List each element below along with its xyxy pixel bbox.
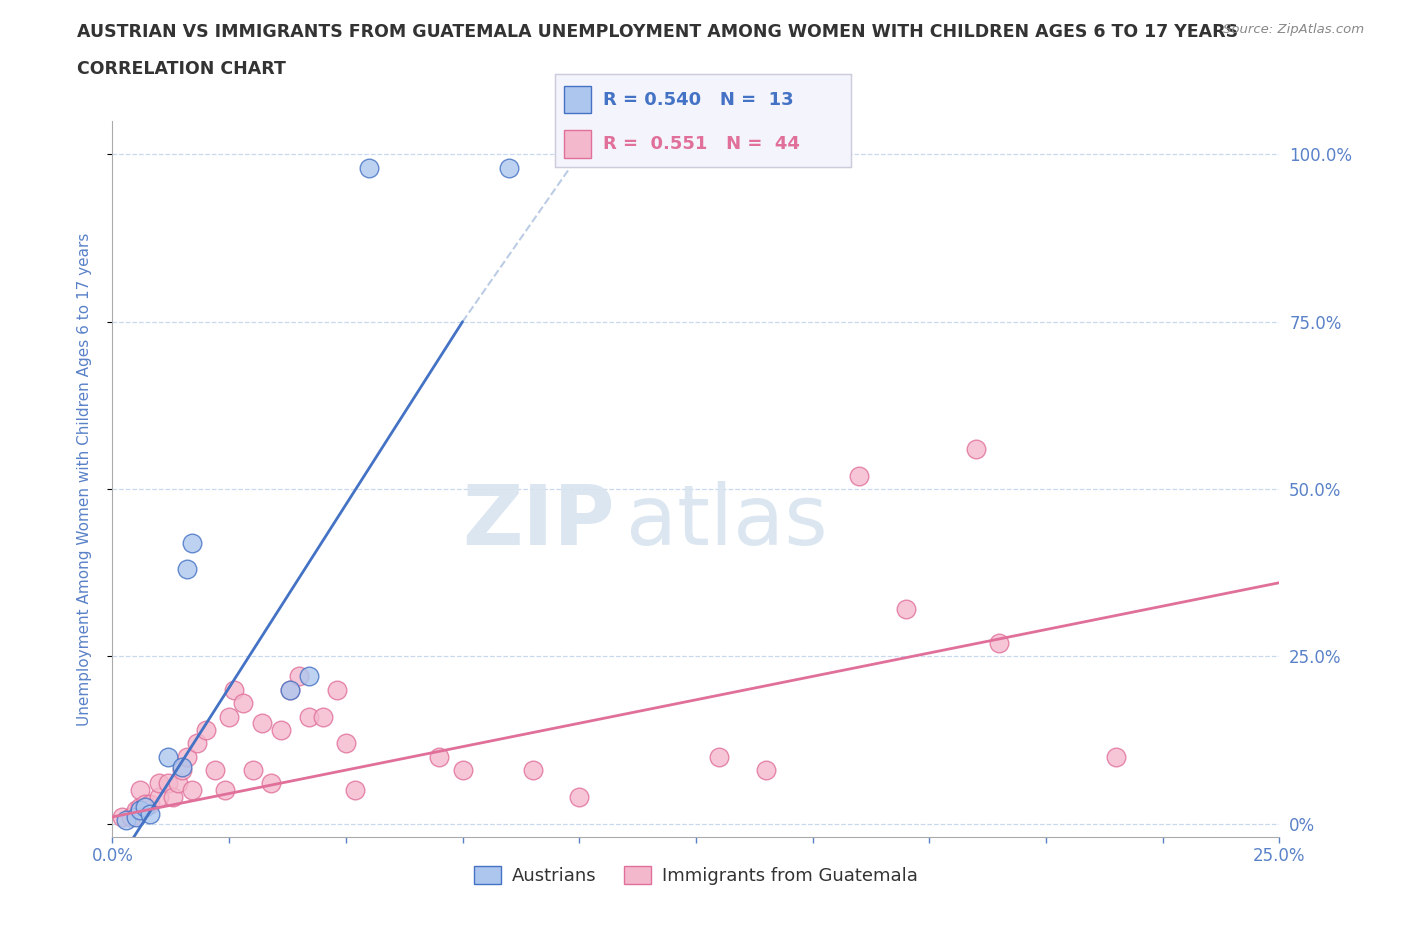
Point xyxy=(451,763,474,777)
Point xyxy=(335,736,357,751)
Point xyxy=(250,716,273,731)
Text: ZIP: ZIP xyxy=(461,482,614,563)
Text: Source: ZipAtlas.com: Source: ZipAtlas.com xyxy=(1223,23,1364,36)
Point xyxy=(218,709,240,724)
Point xyxy=(988,635,1011,650)
Point xyxy=(134,800,156,815)
Point xyxy=(176,562,198,577)
Point xyxy=(755,763,778,777)
Point xyxy=(222,683,245,698)
Point xyxy=(157,776,180,790)
Point xyxy=(176,750,198,764)
Point xyxy=(172,759,194,774)
Point xyxy=(134,796,156,811)
Point xyxy=(1105,750,1128,764)
Text: CORRELATION CHART: CORRELATION CHART xyxy=(77,60,287,78)
Point xyxy=(325,683,347,698)
Point xyxy=(180,783,202,798)
Y-axis label: Unemployment Among Women with Children Ages 6 to 17 years: Unemployment Among Women with Children A… xyxy=(77,232,91,725)
Text: atlas: atlas xyxy=(626,482,828,563)
Point xyxy=(125,803,148,817)
Point xyxy=(260,776,283,790)
Point xyxy=(172,763,194,777)
Point xyxy=(139,796,162,811)
Point xyxy=(180,535,202,550)
Point xyxy=(278,683,301,698)
Point xyxy=(709,750,731,764)
Point xyxy=(311,709,333,724)
Point xyxy=(125,809,148,824)
Point xyxy=(297,709,319,724)
Point xyxy=(148,776,170,790)
Point xyxy=(111,809,134,824)
Point xyxy=(162,790,184,804)
Point xyxy=(848,468,870,483)
Point xyxy=(186,736,208,751)
Text: R =  0.551   N =  44: R = 0.551 N = 44 xyxy=(603,135,800,153)
Point xyxy=(232,696,254,711)
Text: AUSTRIAN VS IMMIGRANTS FROM GUATEMALA UNEMPLOYMENT AMONG WOMEN WITH CHILDREN AGE: AUSTRIAN VS IMMIGRANTS FROM GUATEMALA UN… xyxy=(77,23,1239,41)
Point xyxy=(120,809,142,824)
Point xyxy=(297,669,319,684)
Legend: Austrians, Immigrants from Guatemala: Austrians, Immigrants from Guatemala xyxy=(467,859,925,893)
Point xyxy=(427,750,450,764)
Point xyxy=(148,790,170,804)
Point xyxy=(522,763,544,777)
Point xyxy=(242,763,264,777)
Point xyxy=(278,683,301,698)
Point xyxy=(129,800,152,815)
Point xyxy=(129,783,152,798)
FancyBboxPatch shape xyxy=(564,86,591,113)
Point xyxy=(166,776,188,790)
Point xyxy=(288,669,311,684)
Point xyxy=(498,160,520,175)
Point xyxy=(129,803,152,817)
Point xyxy=(359,160,381,175)
Text: R = 0.540   N =  13: R = 0.540 N = 13 xyxy=(603,91,793,109)
Point xyxy=(139,806,162,821)
Point xyxy=(568,790,591,804)
Point xyxy=(115,813,138,828)
Point xyxy=(270,723,292,737)
Point xyxy=(214,783,236,798)
FancyBboxPatch shape xyxy=(564,130,591,158)
Point xyxy=(894,602,917,617)
Point xyxy=(965,442,987,457)
Point xyxy=(157,750,180,764)
Point xyxy=(204,763,226,777)
Point xyxy=(344,783,367,798)
Point xyxy=(194,723,217,737)
